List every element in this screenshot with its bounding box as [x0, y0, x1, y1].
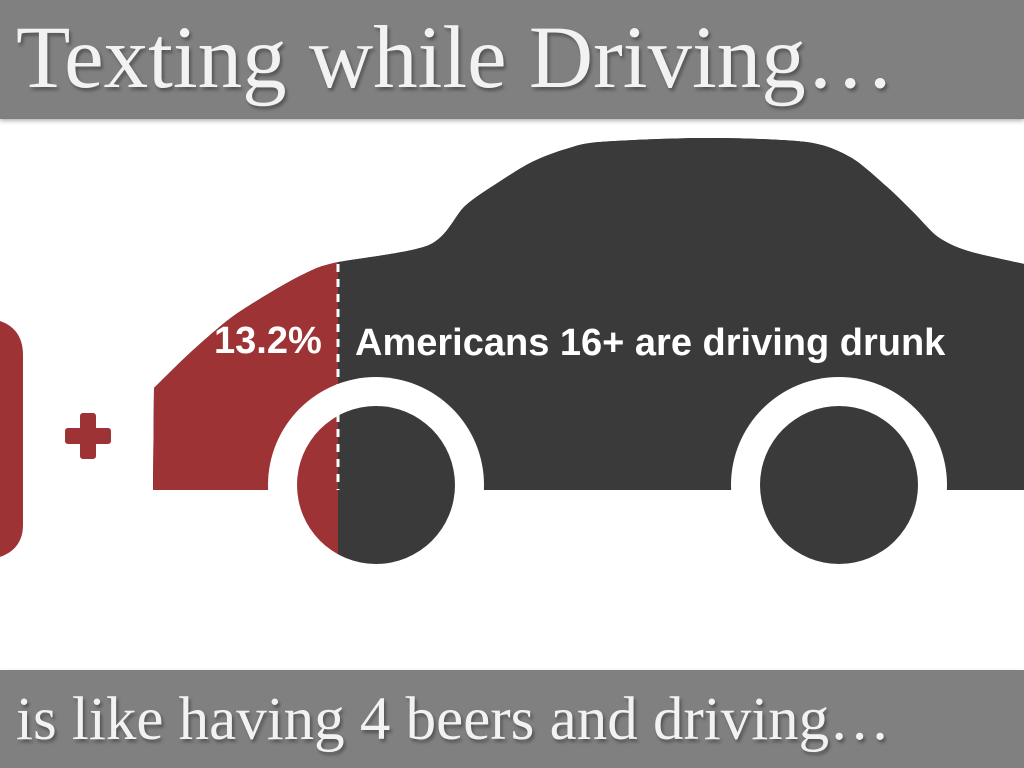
svg-text:13.2%: 13.2%	[214, 320, 322, 362]
svg-text:Americans 16+ are driving drun: Americans 16+ are driving drunk	[355, 322, 946, 364]
